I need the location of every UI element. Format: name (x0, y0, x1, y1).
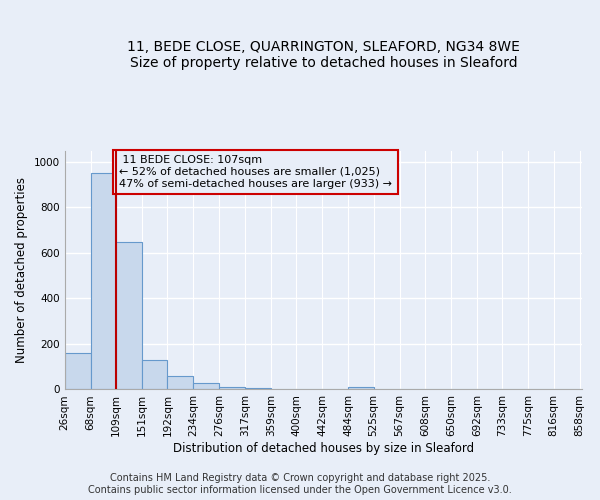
Title: 11, BEDE CLOSE, QUARRINGTON, SLEAFORD, NG34 8WE
Size of property relative to det: 11, BEDE CLOSE, QUARRINGTON, SLEAFORD, N… (127, 40, 520, 70)
Bar (348, 386, 374, 390)
Bar (65, 353, 91, 390)
Bar (193, 382, 220, 390)
X-axis label: Distribution of detached houses by size in Sleaford: Distribution of detached houses by size … (173, 442, 474, 455)
Bar (91, 174, 116, 390)
Text: 11 BEDE CLOSE: 107sqm
← 52% of detached houses are smaller (1,025)
47% of semi-d: 11 BEDE CLOSE: 107sqm ← 52% of detached … (119, 156, 392, 188)
Bar (142, 360, 167, 390)
Bar (245, 388, 271, 390)
Bar (167, 376, 193, 390)
Y-axis label: Number of detached properties: Number of detached properties (15, 177, 28, 363)
Bar (220, 386, 245, 390)
Bar (116, 242, 142, 390)
Text: Contains HM Land Registry data © Crown copyright and database right 2025.
Contai: Contains HM Land Registry data © Crown c… (88, 474, 512, 495)
